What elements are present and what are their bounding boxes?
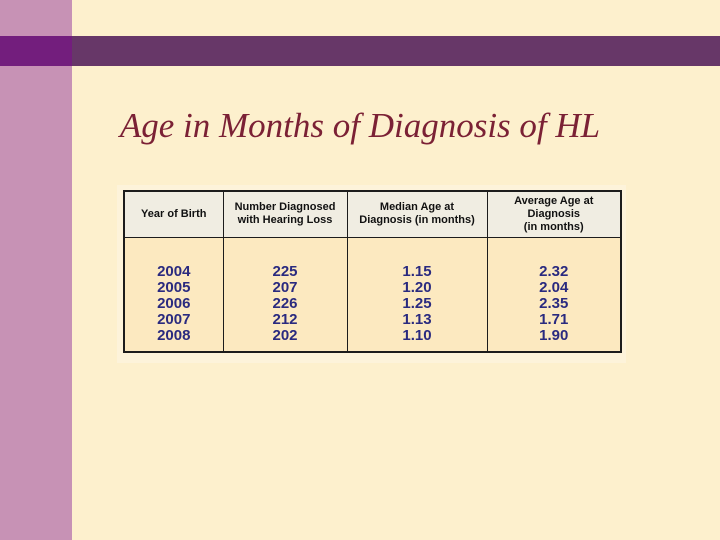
page-title: Age in Months of Diagnosis of HL xyxy=(119,106,601,145)
table-header-row: Year of Birth Number Diagnosed with Hear… xyxy=(123,190,622,238)
column-header-average-age: Average Age at Diagnosis (in months) xyxy=(486,190,622,238)
average-age-value: 2.04 xyxy=(539,278,569,296)
number-diagnosed-value: 226 xyxy=(272,294,298,312)
median-age-value: 1.10 xyxy=(402,326,432,344)
average-age-value: 2.35 xyxy=(539,294,569,312)
average-age-value: 2.32 xyxy=(539,262,569,280)
number-diagnosed-value: 202 xyxy=(272,326,298,344)
average-age-value: 1.90 xyxy=(539,326,569,344)
median-age-values: 1.15 1.20 1.25 1.13 1.10 xyxy=(346,236,488,353)
year-of-birth-values: 2004 2005 2006 2007 2008 xyxy=(123,236,224,353)
year-value: 2006 xyxy=(157,294,191,312)
year-value: 2005 xyxy=(157,278,191,296)
number-diagnosed-value: 207 xyxy=(272,278,298,296)
median-age-value: 1.20 xyxy=(402,278,432,296)
year-value: 2008 xyxy=(157,326,191,344)
left-accent-bar xyxy=(0,0,72,540)
table-body-row: 2004 2005 2006 2007 2008 225 207 226 212… xyxy=(123,236,622,353)
median-age-value: 1.13 xyxy=(402,310,432,328)
year-value: 2007 xyxy=(157,310,191,328)
year-value: 2004 xyxy=(157,262,191,280)
median-age-value: 1.15 xyxy=(402,262,432,280)
average-age-values: 2.32 2.04 2.35 1.71 1.90 xyxy=(486,236,622,353)
column-header-median-age: Median Age at Diagnosis (in months) xyxy=(346,190,488,238)
average-age-value: 1.71 xyxy=(539,310,569,328)
number-diagnosed-values: 225 207 226 212 202 xyxy=(222,236,348,353)
number-diagnosed-value: 212 xyxy=(272,310,298,328)
top-accent-bar-right-segment xyxy=(72,36,720,66)
data-table: Year of Birth Number Diagnosed with Hear… xyxy=(123,190,622,353)
column-header-year-of-birth: Year of Birth xyxy=(123,190,224,238)
column-header-number-diagnosed: Number Diagnosed with Hearing Loss xyxy=(222,190,348,238)
number-diagnosed-value: 225 xyxy=(272,262,298,280)
top-accent-bar-left-segment xyxy=(0,36,72,66)
data-table-container: Year of Birth Number Diagnosed with Hear… xyxy=(117,185,626,363)
median-age-value: 1.25 xyxy=(402,294,432,312)
